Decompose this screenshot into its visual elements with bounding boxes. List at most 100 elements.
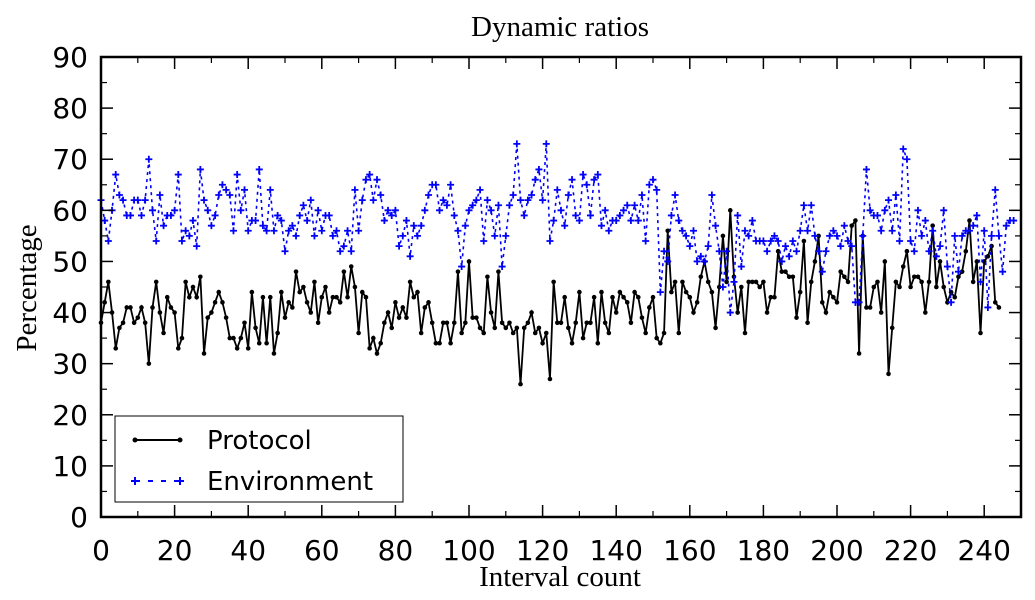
data-point-protocol [831, 294, 836, 300]
data-point-protocol [404, 315, 409, 320]
data-point-protocol [363, 294, 369, 300]
data-point-protocol [849, 223, 855, 228]
data-point-protocol [875, 279, 880, 285]
data-point-protocol [889, 325, 895, 331]
data-point-environment [601, 206, 609, 214]
data-point-protocol [308, 310, 314, 315]
data-point-environment [531, 176, 539, 184]
data-point-protocol [768, 294, 774, 300]
data-point-environment [667, 211, 675, 219]
data-point-protocol [797, 289, 803, 295]
data-point-protocol [569, 340, 575, 346]
data-point-protocol [750, 279, 755, 285]
data-point-protocol [794, 315, 799, 320]
data-point-protocol [624, 300, 630, 305]
data-point-environment [804, 227, 812, 235]
data-point-protocol [231, 335, 236, 341]
data-point-environment [903, 155, 911, 163]
data-point-protocol [326, 310, 332, 315]
data-point-protocol [466, 259, 472, 264]
series-line-environment [100, 143, 1014, 313]
data-point-environment [829, 227, 837, 235]
data-point-environment [215, 191, 223, 199]
data-point-environment [101, 217, 109, 225]
data-point-protocol [131, 320, 137, 326]
data-point-environment [781, 242, 789, 250]
data-point-environment [678, 227, 686, 235]
data-point-protocol [786, 274, 792, 280]
data-point-protocol [216, 289, 222, 295]
data-point-protocol [978, 330, 983, 336]
data-point-environment [204, 206, 212, 214]
legend-label-environment: Environment [207, 467, 373, 497]
data-point-environment [252, 217, 260, 225]
data-point-environment [196, 165, 204, 173]
data-point-protocol [705, 279, 711, 285]
data-point-environment [406, 252, 414, 260]
data-point-protocol [602, 320, 608, 326]
x-tick-label: 100 [442, 534, 495, 567]
data-point-environment [502, 232, 510, 240]
data-point-protocol [374, 351, 380, 356]
series-protocol [98, 208, 1002, 387]
data-point-protocol [628, 320, 634, 326]
data-point-environment [182, 227, 190, 235]
data-point-protocol [547, 376, 553, 382]
y-tick-label: 50 [52, 245, 88, 278]
data-point-protocol [212, 300, 218, 305]
x-tick-label: 160 [663, 534, 716, 567]
data-point-environment [583, 181, 591, 189]
data-point-environment [277, 217, 285, 225]
data-point-protocol [967, 218, 972, 223]
data-point-protocol [941, 284, 947, 290]
data-point-protocol [816, 233, 821, 239]
data-point-protocol [956, 274, 961, 280]
data-point-protocol [992, 300, 998, 305]
x-tick-label: 40 [230, 534, 266, 567]
data-point-environment [936, 242, 944, 250]
data-point-environment [737, 263, 745, 271]
data-point-environment [557, 206, 565, 214]
ticks-layer: 0 20 40 60 80 100 120 140 160 180 200 220 240 0 10 20 30… [52, 41, 1021, 567]
data-point-protocol [378, 340, 383, 346]
data-point-protocol [271, 351, 277, 356]
data-point-environment [388, 211, 396, 219]
data-point-protocol [650, 294, 656, 300]
data-point-protocol [647, 305, 652, 310]
data-point-protocol [297, 289, 303, 295]
data-point-protocol [525, 320, 531, 326]
data-point-environment [840, 222, 848, 230]
data-point-protocol [878, 310, 884, 315]
data-point-environment [395, 242, 403, 250]
data-point-protocol [194, 294, 199, 300]
data-point-environment [800, 201, 808, 209]
data-point-environment [940, 206, 948, 214]
data-point-environment [627, 217, 635, 225]
data-point-protocol [970, 279, 976, 285]
data-point-protocol [842, 274, 847, 280]
data-point-environment [918, 232, 926, 240]
data-point-environment [984, 303, 992, 311]
data-point-environment [925, 247, 933, 255]
y-tick-label: 60 [52, 194, 88, 227]
data-point-environment [447, 181, 455, 189]
data-point-environment [167, 211, 175, 219]
data-point-environment [656, 288, 664, 296]
data-point-protocol [470, 315, 475, 320]
data-point-environment [723, 247, 731, 255]
x-tick-label: 20 [157, 534, 193, 567]
data-point-protocol [106, 279, 111, 285]
data-point-protocol [532, 330, 538, 336]
data-point-protocol [698, 274, 704, 280]
data-point-protocol [205, 315, 211, 320]
data-point-environment [844, 237, 852, 245]
data-point-environment [263, 227, 271, 235]
data-point-environment [358, 196, 366, 204]
data-point-environment [399, 232, 407, 240]
data-point-environment [719, 283, 727, 291]
data-point-protocol [588, 320, 593, 326]
data-point-protocol [566, 325, 571, 331]
data-point-environment [266, 186, 274, 194]
data-point-protocol [128, 305, 133, 310]
data-point-protocol [617, 289, 623, 295]
